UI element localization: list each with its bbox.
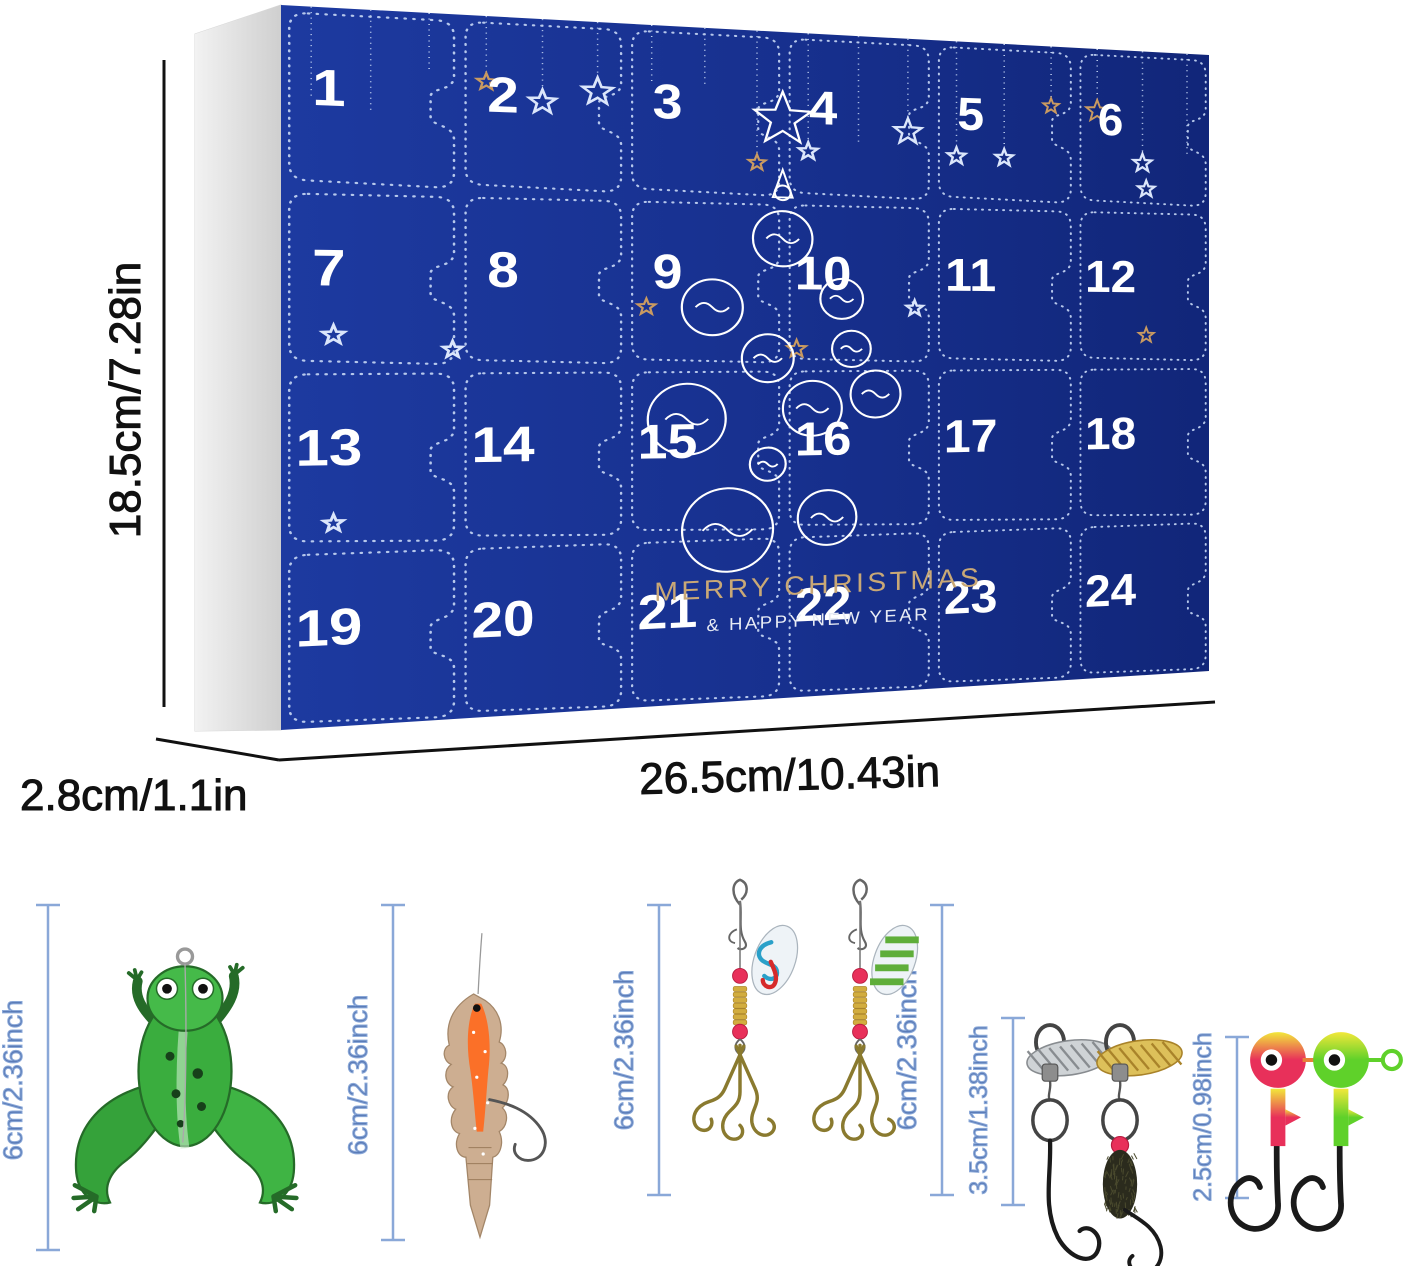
svg-text:5: 5 <box>957 88 984 141</box>
svg-text:17: 17 <box>944 410 998 463</box>
svg-text:6cm/2.36inch: 6cm/2.36inch <box>0 1000 28 1161</box>
svg-text:26.5cm/10.43in: 26.5cm/10.43in <box>639 747 941 804</box>
svg-text:8: 8 <box>487 243 519 299</box>
svg-text:18.5cm/7.28in: 18.5cm/7.28in <box>101 262 150 538</box>
svg-text:6cm/2.36inch: 6cm/2.36inch <box>343 995 373 1156</box>
svg-text:3.5cm/1.38inch: 3.5cm/1.38inch <box>965 1025 993 1195</box>
svg-text:6: 6 <box>1098 94 1123 146</box>
svg-text:13: 13 <box>295 418 362 477</box>
svg-text:1: 1 <box>312 58 345 117</box>
svg-text:9: 9 <box>653 244 683 299</box>
svg-text:7: 7 <box>312 238 345 296</box>
svg-text:6cm/2.36inch: 6cm/2.36inch <box>892 970 922 1131</box>
svg-text:19: 19 <box>295 597 362 658</box>
svg-text:2.5cm/0.98inch: 2.5cm/0.98inch <box>1189 1032 1217 1202</box>
svg-text:12: 12 <box>1085 251 1136 302</box>
svg-text:18: 18 <box>1085 408 1136 460</box>
svg-text:10: 10 <box>795 247 852 301</box>
svg-text:20: 20 <box>471 590 534 649</box>
svg-text:24: 24 <box>1085 564 1137 617</box>
svg-text:11: 11 <box>945 249 996 301</box>
svg-text:3: 3 <box>653 74 683 129</box>
svg-text:15: 15 <box>638 414 698 469</box>
svg-text:2.8cm/1.1in: 2.8cm/1.1in <box>20 771 247 820</box>
svg-text:6cm/2.36inch: 6cm/2.36inch <box>609 970 639 1131</box>
svg-text:14: 14 <box>471 417 534 473</box>
svg-text:2: 2 <box>487 68 519 124</box>
svg-text:4: 4 <box>809 81 838 135</box>
svg-text:16: 16 <box>795 412 852 466</box>
